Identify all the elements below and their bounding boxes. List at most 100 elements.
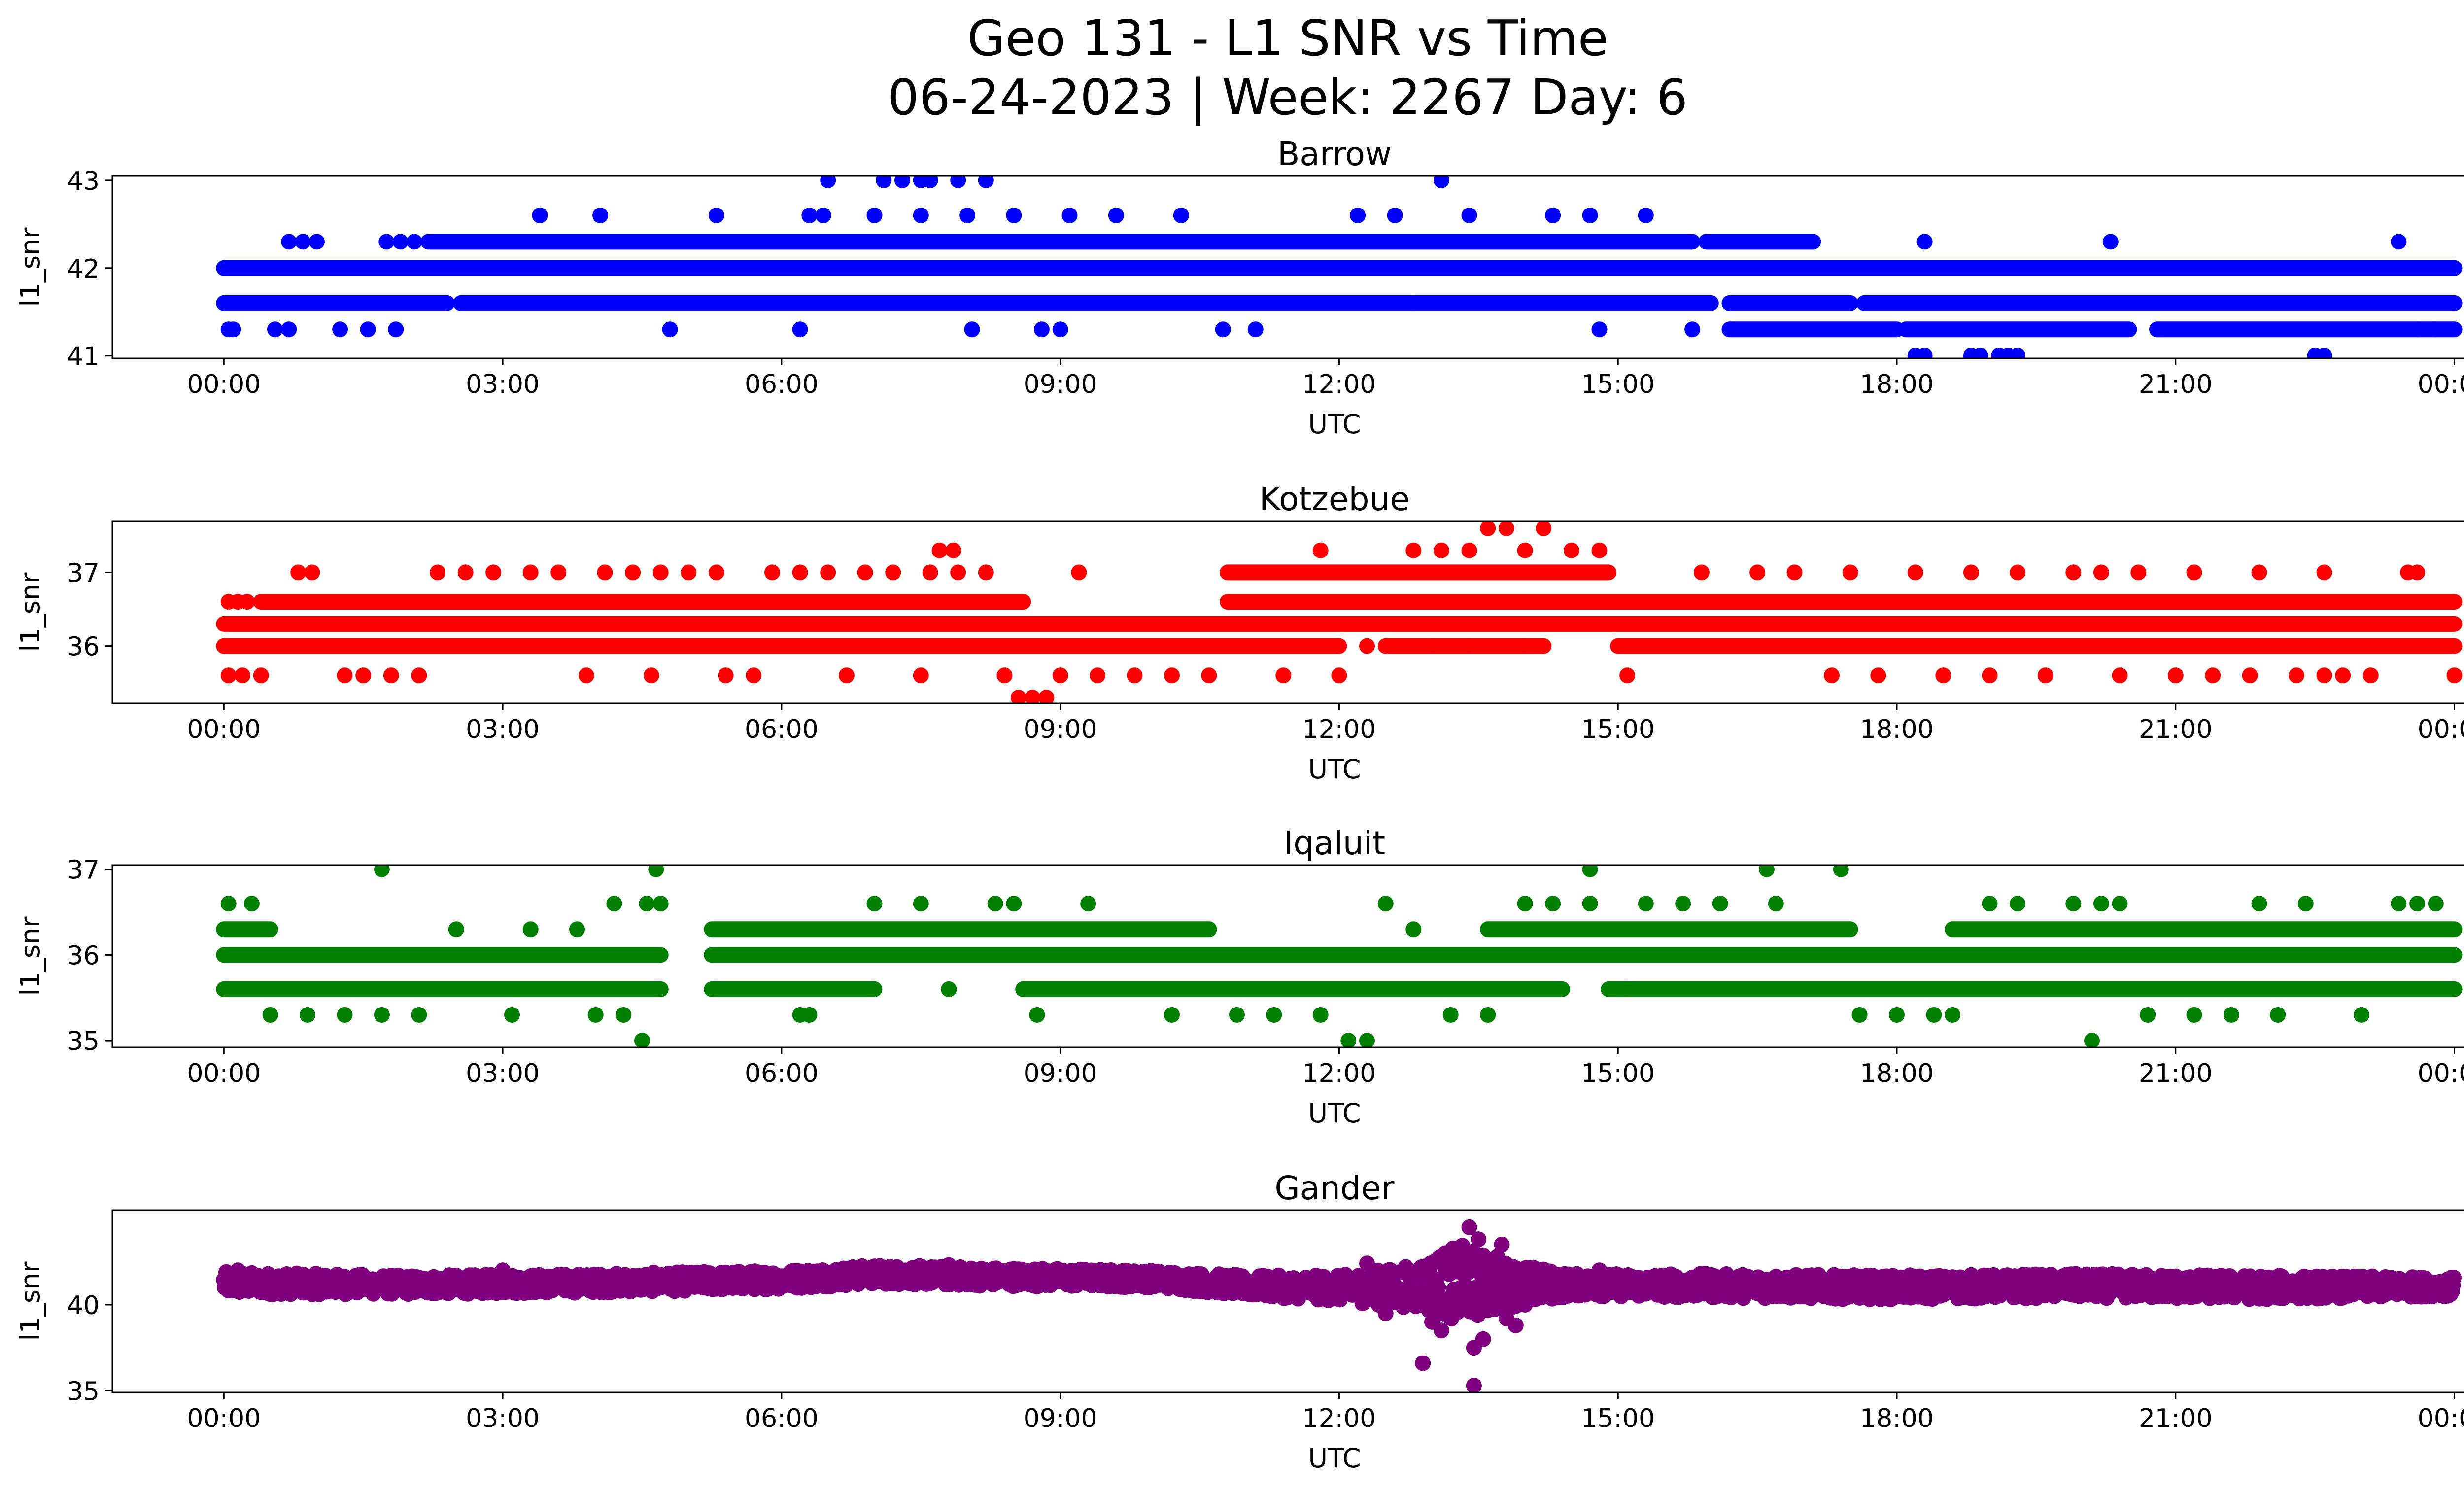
- data-point: [820, 564, 836, 581]
- data-point: [1842, 564, 1858, 581]
- data-point: [913, 208, 929, 223]
- data-point: [1433, 176, 1449, 188]
- data-point: [2205, 667, 2221, 684]
- data-point: [1405, 921, 1422, 938]
- data-point: [2362, 667, 2379, 684]
- x-tick-label: 03:00: [466, 715, 540, 744]
- x-tick-label: 15:00: [1581, 1404, 1655, 1433]
- data-point: [1517, 542, 1533, 558]
- data-point: [1498, 521, 1514, 536]
- data-point: [1768, 896, 1784, 912]
- data-point: [2130, 564, 2147, 581]
- data-point: [2223, 1007, 2239, 1023]
- data-point: [2446, 1270, 2462, 1286]
- data-point: [383, 667, 399, 684]
- x-tick-label: 12:00: [1302, 1059, 1376, 1088]
- data-point: [652, 896, 669, 912]
- data-point: [643, 667, 659, 684]
- data-point: [332, 321, 348, 338]
- data-point: [1693, 564, 1710, 581]
- data-point-run: [1898, 321, 2137, 338]
- data-point: [652, 564, 669, 581]
- data-point: [1461, 1219, 1477, 1235]
- data-point: [1591, 1262, 1608, 1279]
- data-point: [1387, 208, 1403, 223]
- x-tick-label: 00:00: [2418, 370, 2464, 399]
- data-point: [1052, 321, 1068, 338]
- data-point: [1061, 208, 1078, 223]
- data-point: [411, 1007, 427, 1023]
- y-tick-label: 35: [67, 1377, 100, 1407]
- data-point: [267, 321, 283, 338]
- data-point-run: [1721, 321, 1905, 338]
- data-point-run: [216, 947, 669, 963]
- data-point: [1480, 1300, 1496, 1316]
- y-axis-label-gander: l1_snr: [15, 1261, 46, 1341]
- data-point: [978, 176, 994, 188]
- data-point: [941, 981, 957, 997]
- data-point: [964, 321, 980, 338]
- data-point: [987, 896, 1003, 912]
- data-point: [1430, 1280, 1446, 1296]
- x-tick-label: 21:00: [2139, 370, 2213, 399]
- data-point-run: [216, 260, 2463, 276]
- data-point: [1972, 348, 1988, 358]
- data-point: [959, 208, 976, 223]
- data-point-run: [704, 921, 1217, 938]
- data-point: [1266, 1007, 1282, 1023]
- data-point: [708, 564, 724, 581]
- x-axis-label-kotzebue: UTC: [1308, 754, 1361, 785]
- data-point: [281, 321, 297, 338]
- data-point: [578, 667, 594, 684]
- data-point: [262, 1007, 278, 1023]
- data-point: [1591, 542, 1608, 558]
- data-point: [801, 1007, 818, 1023]
- x-tick-label: 15:00: [1581, 1059, 1655, 1088]
- data-point: [2010, 564, 2026, 581]
- data-point: [1545, 208, 1561, 223]
- data-point: [1108, 208, 1124, 223]
- data-point: [1619, 667, 1636, 684]
- data-point: [1080, 896, 1096, 912]
- data-point-run: [216, 295, 455, 311]
- y-tick-label: 35: [67, 1027, 100, 1056]
- data-point-run: [2149, 321, 2463, 338]
- data-point: [235, 667, 250, 684]
- data-point: [1480, 1007, 1496, 1023]
- data-point: [587, 1007, 604, 1023]
- x-tick-label: 09:00: [1024, 1059, 1097, 1088]
- data-point: [532, 208, 548, 223]
- data-point: [1331, 667, 1347, 684]
- data-point: [1071, 564, 1087, 581]
- x-tick-label: 00:00: [2418, 1059, 2464, 1088]
- data-point-run: [1945, 921, 2463, 938]
- data-point: [1215, 321, 1231, 338]
- x-axis-label-iqaluit: UTC: [1308, 1098, 1361, 1129]
- data-point: [2065, 896, 2082, 912]
- data-point: [634, 1033, 650, 1047]
- data-point: [639, 896, 655, 912]
- data-point: [1982, 896, 1998, 912]
- data-point-run: [1480, 921, 1858, 938]
- data-point: [1619, 981, 1636, 997]
- data-point: [1350, 208, 1366, 223]
- x-tick-label: 18:00: [1860, 715, 1934, 744]
- axes-frame-barrow: [111, 175, 2464, 359]
- data-point: [1759, 865, 1775, 877]
- x-tick-label: 18:00: [1860, 1404, 1934, 1433]
- data-point: [913, 667, 929, 684]
- data-point: [1405, 542, 1422, 558]
- data-point: [230, 1262, 246, 1279]
- y-tick-label: 42: [67, 254, 100, 284]
- data-point: [1545, 896, 1561, 912]
- data-point: [2140, 1007, 2156, 1023]
- data-point: [996, 667, 1013, 684]
- data-point: [243, 896, 260, 912]
- x-tick-label: 00:00: [2418, 715, 2464, 744]
- x-tick-label: 06:00: [745, 370, 819, 399]
- data-point: [866, 208, 883, 223]
- data-point-run: [1698, 234, 1821, 250]
- data-point: [2409, 896, 2426, 912]
- data-point: [1173, 208, 1189, 223]
- data-point: [569, 921, 585, 938]
